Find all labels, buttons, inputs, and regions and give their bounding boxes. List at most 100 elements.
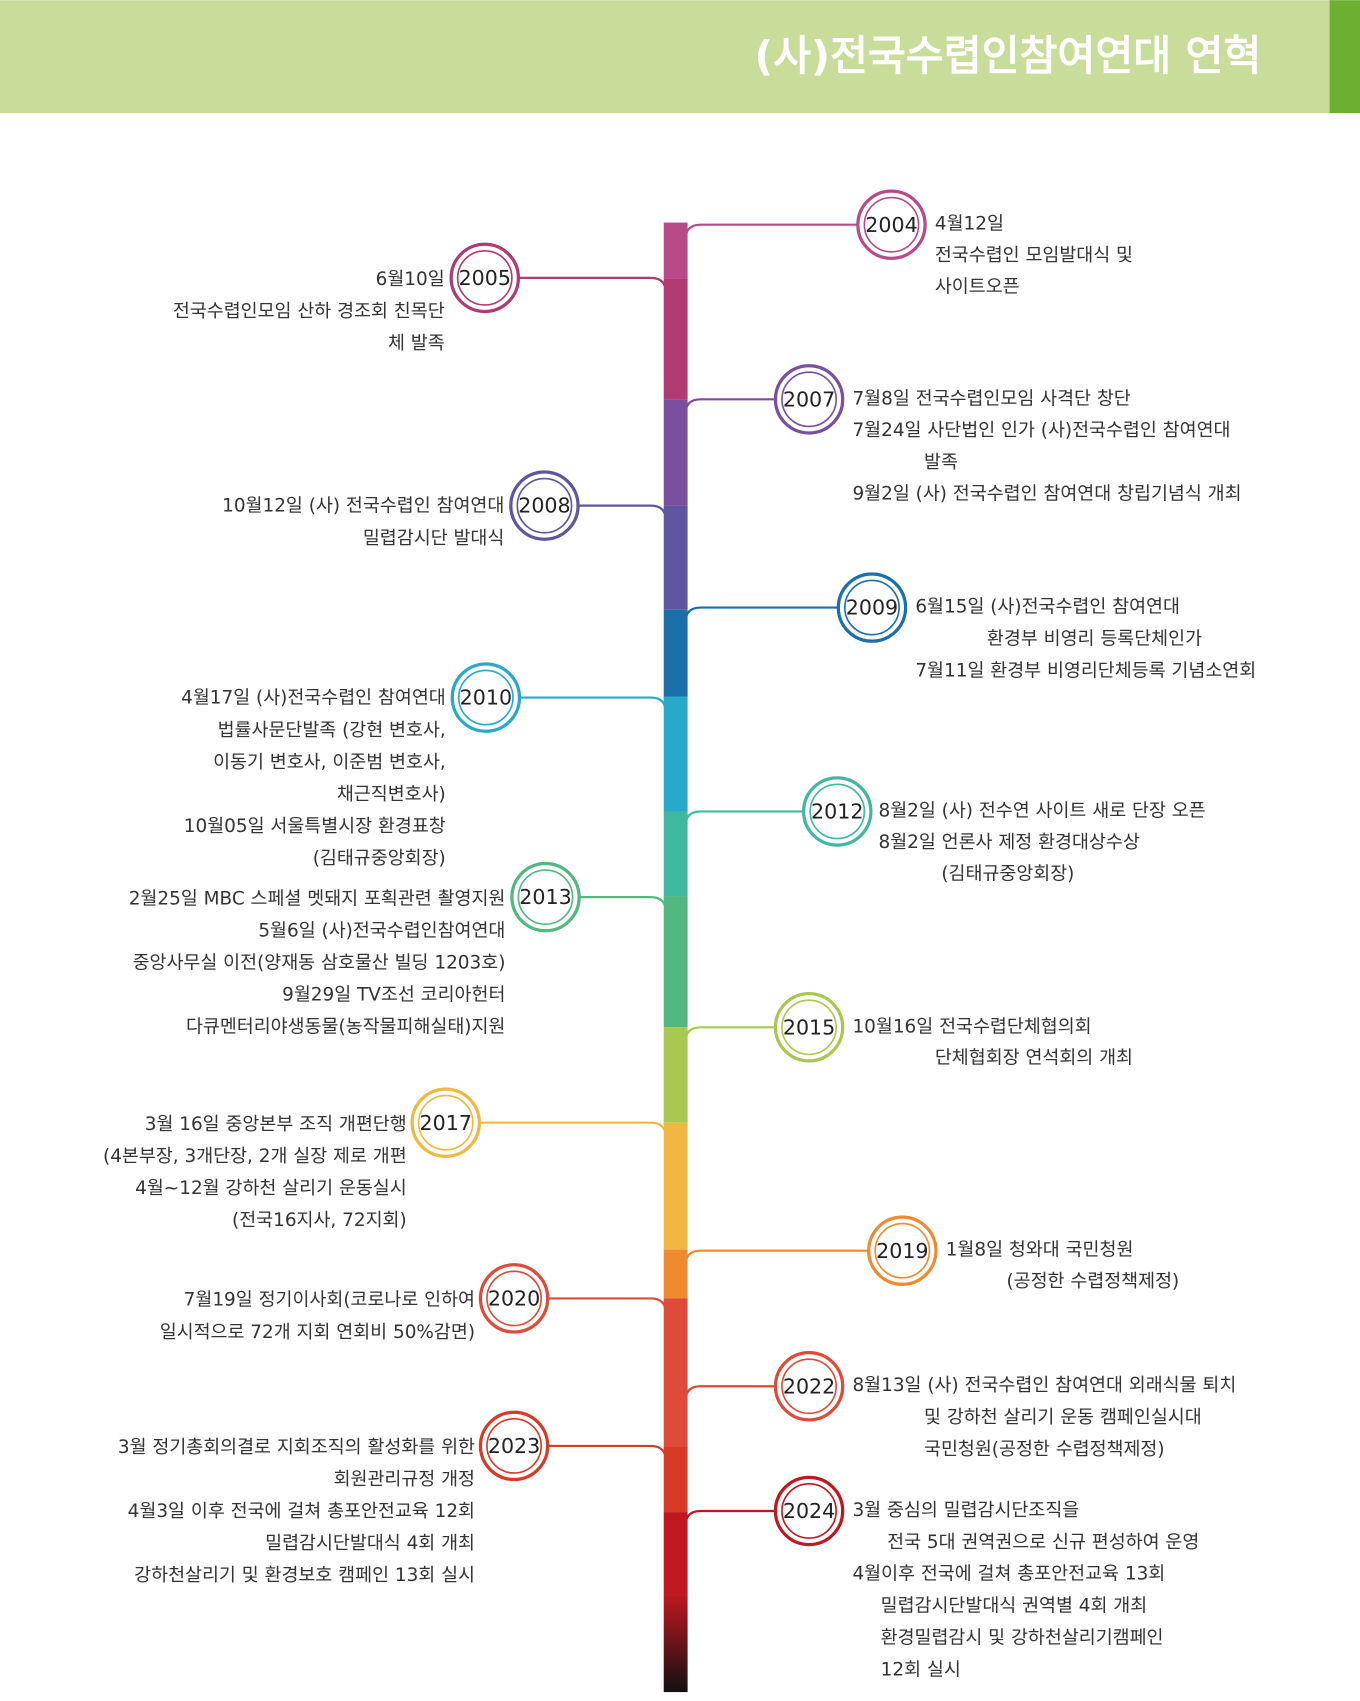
event-text: 강하천살리기 및 환경보호 캠페인 13회 실시 <box>134 1565 475 1586</box>
bar-segment <box>663 896 688 1028</box>
event-text: 3월 정기총회의결로 지회조직의 활성화를 위한 <box>118 1437 475 1458</box>
event-text: 전국수렵인 모임발대식 및 <box>935 245 1133 266</box>
event-text: 6월10일 <box>376 269 445 290</box>
header-title: (사)전국수렵인참여연대 연혁 <box>754 32 1261 80</box>
bar-segment <box>663 1446 688 1513</box>
event-text: 회원관리규정 개정 <box>334 1469 475 1490</box>
event-text: 일시적으로 72개 지회 연회비 50%감면) <box>160 1322 475 1343</box>
event-text: 3월 중심의 밀렵감시단조직을 <box>852 1500 1079 1521</box>
event-text: 환경밀렵감시 및 강하천살리기캠페인 <box>881 1628 1164 1649</box>
event-text: (4본부장, 3개단장, 2개 실장 제로 개편 <box>103 1146 407 1167</box>
event-text: (전국16지사, 72지회) <box>232 1210 407 1231</box>
year-ring-inner <box>486 1270 542 1327</box>
bar-segment <box>663 1298 688 1447</box>
year-label: 2013 <box>519 885 571 909</box>
event-text: 밀렵감시단발대식 4회 개최 <box>265 1533 475 1554</box>
event-text: 4월이후 전국에 걸쳐 총포안전교육 13회 <box>852 1564 1165 1585</box>
connector <box>684 1385 776 1402</box>
connector <box>519 696 667 713</box>
year-ring-inner <box>516 477 573 534</box>
year-ring-inner <box>781 1358 837 1415</box>
event-text: 8월2일 (사) 전수연 사이트 새로 단장 오픈 <box>878 800 1205 821</box>
year-ring-inner <box>781 999 837 1056</box>
connector <box>684 606 839 623</box>
connector <box>684 223 858 240</box>
year-ring-inner <box>456 249 513 306</box>
timeline-event: 2012 8월2일 (사) 전수연 사이트 새로 단장 오픈 8월2일 언론사 제정… <box>684 776 1206 884</box>
event-text: 밀렵감시단 발대식 <box>363 528 504 549</box>
event-text: 4월~12월 강하천 살리기 운동실시 <box>135 1178 407 1199</box>
event-text: 전국 5대 권역권으로 신규 편성하여 운영 <box>887 1532 1199 1553</box>
connector <box>479 1121 667 1138</box>
event-text: 체 발족 <box>388 333 445 354</box>
event-text: 이동기 변호사, 이준범 변호사, <box>213 752 446 773</box>
event-text: 9월2일 (사) 전국수렵인 참여연대 창립기념식 개최 <box>852 484 1241 505</box>
event-text: 채근직변호사) <box>337 784 446 805</box>
timeline-event: 2013 2월25일 MBC 스페셜 멧돼지 포획관련 촬영지원 5월6일 (사)전… <box>129 861 667 1037</box>
year-ring-inner <box>781 1483 837 1539</box>
bar-segment <box>663 1122 688 1250</box>
year-label: 2023 <box>488 1434 540 1458</box>
bar-segment <box>663 811 688 897</box>
connector <box>518 276 667 294</box>
bar-segment <box>663 1512 688 1595</box>
event-text: 6월15일 (사)전국수렵인 참여연대 <box>915 597 1180 618</box>
year-label: 2007 <box>783 387 835 411</box>
bar-segment <box>663 1249 688 1299</box>
timeline-event: 2022 8월13일 (사) 전국수렵인 참여연대 외래식물 퇴치및 강하천 살리… <box>684 1351 1236 1460</box>
bar-segment <box>663 1594 688 1693</box>
year-ring-inner <box>874 1222 931 1279</box>
year-ring-inner <box>457 669 514 726</box>
event-text: 사이트오픈 <box>935 277 1020 298</box>
timeline-bar <box>663 222 688 1693</box>
year-label: 2004 <box>865 213 917 237</box>
event-text: 및 강하천 살리기 운동 캠페인실시대 <box>924 1407 1202 1428</box>
year-label: 2015 <box>783 1015 835 1039</box>
event-text: 다큐멘터리야생동물(농작물피해실태)지원 <box>186 1016 505 1037</box>
year-label: 2009 <box>846 596 898 620</box>
bar-segment <box>663 609 688 697</box>
timeline-event: 2007 7월8일 전국수렵인모임 사격단 창단 7월24일 사단법인 인가 (사)… <box>684 364 1242 505</box>
year-label: 2020 <box>488 1286 540 1310</box>
event-text: 7월8일 전국수렵인모임 사격단 창단 <box>852 388 1130 409</box>
event-text: 단체협회장 연석회의 개최 <box>935 1048 1133 1069</box>
year-label: 2012 <box>811 800 863 824</box>
connector <box>684 1249 869 1266</box>
event-text: 9월29일 TV조선 코리아헌터 <box>282 984 505 1005</box>
event-text: 2월25일 MBC 스페셜 멧돼지 포획관련 촬영지원 <box>129 888 506 909</box>
event-text: 5월6일 (사)전국수렵인참여연대 <box>258 920 505 941</box>
year-label: 2010 <box>460 686 512 710</box>
event-text: 1월8일 청와대 국민청원 <box>946 1240 1134 1261</box>
year-ring-inner <box>863 196 920 253</box>
year-label: 2008 <box>518 494 570 518</box>
event-text: (공정한 수렵정책제정) <box>1006 1271 1179 1292</box>
event-text: 4월12일 <box>935 214 1004 235</box>
year-label: 2017 <box>420 1111 472 1135</box>
event-text: 10월16일 전국수렵단체협의회 <box>852 1016 1091 1037</box>
bar-segment <box>663 399 688 506</box>
event-text: 전국수렵인모임 산하 경조회 친목단 <box>173 301 445 322</box>
year-ring-inner <box>486 1417 542 1474</box>
year-ring-inner <box>517 869 574 926</box>
event-text: 밀렵감시단발대식 권역별 4회 개최 <box>881 1596 1148 1617</box>
year-label: 2024 <box>783 1499 835 1523</box>
connector <box>684 398 776 415</box>
connector <box>547 1297 667 1314</box>
event-text: 7월24일 사단법인 인가 (사)전국수렵인 참여연대 <box>852 420 1230 441</box>
header-accent <box>1329 0 1360 114</box>
connector <box>579 896 667 913</box>
event-text: 3월 16일 중앙본부 조직 개편단행 <box>145 1114 407 1135</box>
event-text: 7월19일 정기이사회(코로나로 인하여 <box>184 1290 475 1311</box>
event-text: 법률사문단발족 (강현 변호사, <box>218 720 446 741</box>
